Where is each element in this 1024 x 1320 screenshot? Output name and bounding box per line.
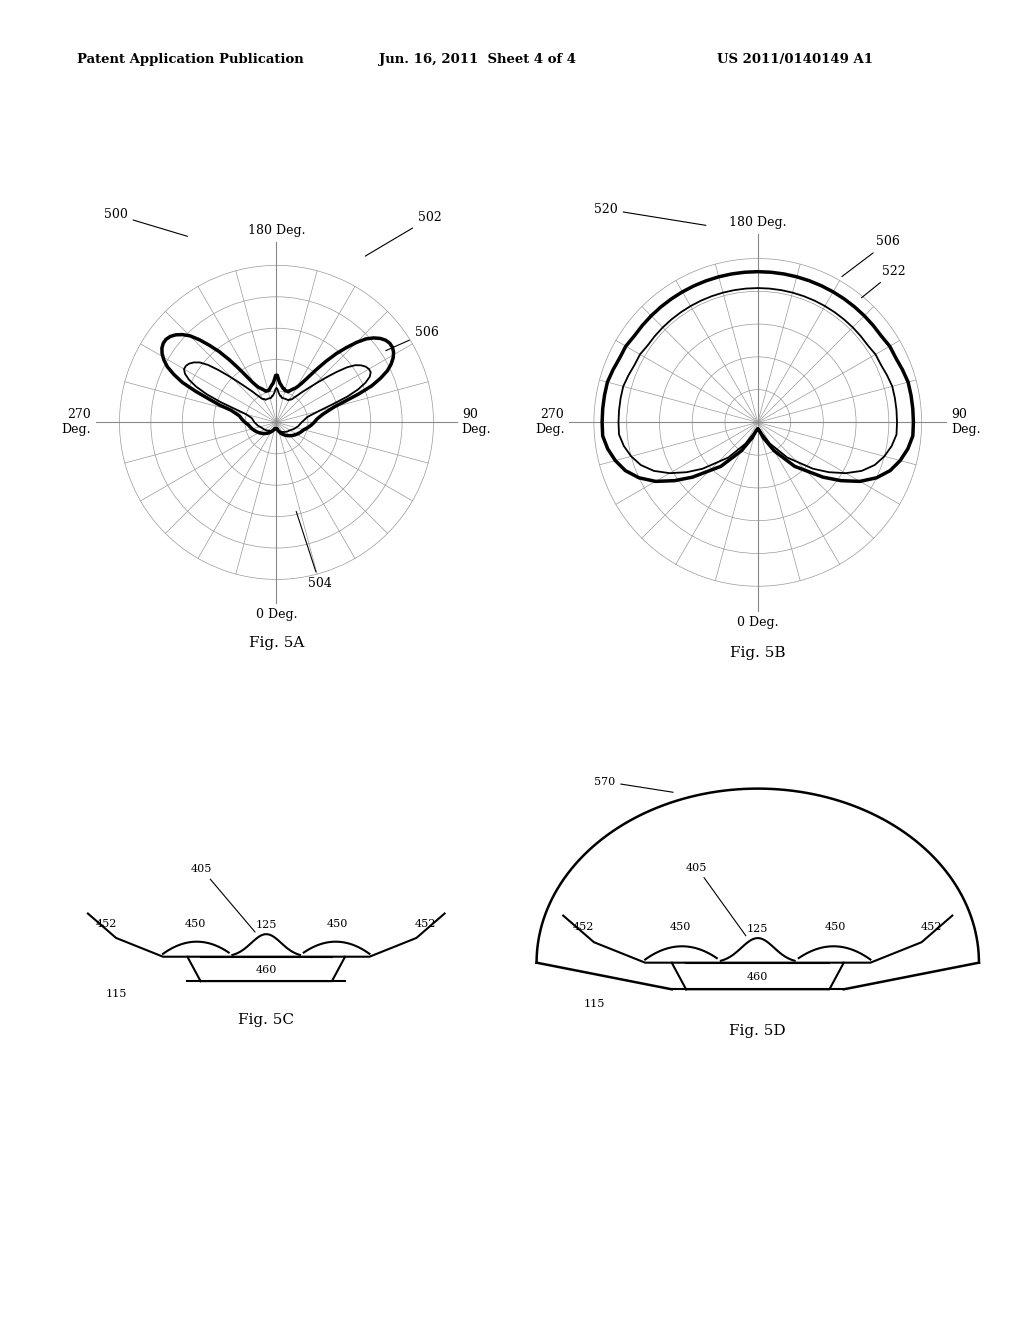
Text: 504: 504 (296, 511, 332, 590)
Text: 90
Deg.: 90 Deg. (951, 408, 981, 437)
Text: 0 Deg.: 0 Deg. (737, 615, 778, 628)
Text: Jun. 16, 2011  Sheet 4 of 4: Jun. 16, 2011 Sheet 4 of 4 (379, 53, 575, 66)
Text: 450: 450 (327, 919, 348, 928)
Text: 570: 570 (594, 776, 673, 792)
Text: 405: 405 (191, 865, 255, 932)
Text: 502: 502 (366, 211, 441, 256)
Text: 90
Deg.: 90 Deg. (462, 408, 492, 437)
Text: 405: 405 (686, 862, 745, 936)
Text: 125: 125 (748, 924, 768, 935)
Text: Fig. 5D: Fig. 5D (729, 1024, 786, 1038)
Text: Fig. 5A: Fig. 5A (249, 636, 304, 649)
Text: 500: 500 (103, 209, 187, 236)
Polygon shape (672, 962, 844, 989)
Text: 506: 506 (842, 235, 900, 277)
Text: 180 Deg.: 180 Deg. (248, 224, 305, 238)
Text: 522: 522 (861, 265, 906, 298)
Text: Fig. 5B: Fig. 5B (730, 645, 785, 660)
Text: 460: 460 (256, 965, 276, 975)
Text: Fig. 5C: Fig. 5C (239, 1012, 294, 1027)
Text: 452: 452 (573, 921, 594, 932)
Text: 115: 115 (105, 989, 127, 999)
Text: 0 Deg.: 0 Deg. (256, 607, 297, 620)
Polygon shape (187, 957, 345, 981)
Text: 125: 125 (256, 920, 276, 931)
Text: 270
Deg.: 270 Deg. (535, 408, 564, 437)
Text: 506: 506 (386, 326, 438, 351)
Text: 450: 450 (825, 921, 846, 932)
Text: 452: 452 (922, 921, 942, 932)
Text: 270
Deg.: 270 Deg. (61, 408, 91, 437)
Text: 450: 450 (184, 919, 206, 928)
Text: 452: 452 (96, 919, 118, 928)
Text: 450: 450 (670, 921, 690, 932)
Text: 180 Deg.: 180 Deg. (729, 216, 786, 230)
Text: Patent Application Publication: Patent Application Publication (77, 53, 303, 66)
Text: 115: 115 (584, 999, 604, 1008)
Text: US 2011/0140149 A1: US 2011/0140149 A1 (717, 53, 872, 66)
Text: 460: 460 (748, 972, 768, 982)
Text: 520: 520 (594, 203, 706, 226)
Text: 452: 452 (415, 919, 436, 928)
